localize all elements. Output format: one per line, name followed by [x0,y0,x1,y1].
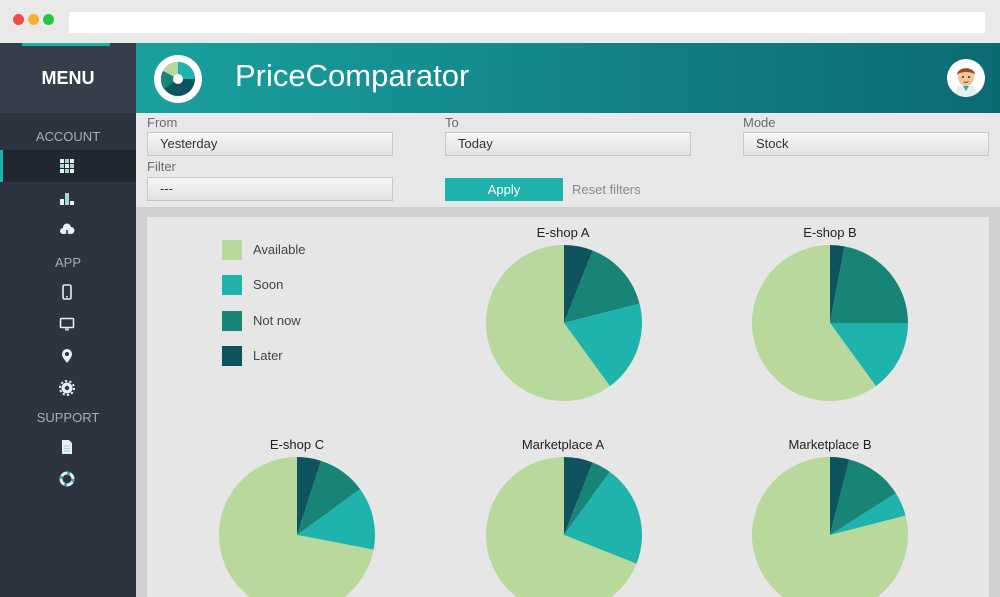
window-close-button[interactable] [13,14,24,25]
sidebar: MENU ACCOUNT APP [0,43,136,597]
sidebar-item-grid[interactable] [0,150,136,182]
pie-slice-soon [830,493,906,535]
menu-title: MENU [0,43,136,113]
pie-slice-available [752,457,908,597]
monitor-icon [59,317,75,331]
document-icon [62,440,72,454]
filter-label: Filter [147,159,176,174]
chart-title: E-shop B [803,225,857,240]
window-minimize-button[interactable] [28,14,39,25]
browser-chrome [0,0,1000,43]
gear-icon [59,380,75,396]
from-select[interactable]: Yesterday [147,132,393,156]
chart-title: Marketplace B [788,437,872,452]
pie-slice-soon [564,471,642,564]
address-bar[interactable] [69,12,985,33]
to-select[interactable]: Today [445,132,691,156]
mobile-icon [62,284,72,300]
section-title-support: SUPPORT [36,410,100,425]
section-title-account: ACCOUNT [35,129,101,144]
user-avatar-icon [956,68,976,97]
legend-label: Not now [253,313,301,328]
pie-slice-later [830,457,850,535]
pie-chart-eshop-c [219,457,375,597]
filters-bar: From Yesterday To Today Mode Stock Filte… [136,113,1000,207]
pie-chart-eshop-a [486,245,642,401]
pie-slice-available [486,245,610,401]
pie-chart-eshop-b [752,245,908,401]
app-title: PriceComparator [235,58,470,93]
pie-chart-marketplace-b [752,457,908,597]
sidebar-item-mobile[interactable] [0,276,136,308]
sidebar-item-cloud[interactable] [0,214,136,246]
cloud-icon [60,223,75,238]
pie-slice-not-now [297,460,361,535]
chart-title: E-shop C [269,437,325,452]
pie-chart-marketplace-a [486,457,642,597]
legend-swatch-available [222,240,242,260]
legend-label: Later [253,348,283,363]
app-logo [154,55,202,103]
apply-button[interactable]: Apply [445,178,563,201]
mode-label: Mode [743,115,776,130]
location-icon [62,349,72,363]
pie-slice-available [486,457,637,597]
sidebar-item-location[interactable] [0,340,136,372]
grid-icon [60,159,74,173]
sidebar-item-settings[interactable] [0,372,136,404]
pie-slice-not-now [830,246,908,323]
legend-label: Soon [253,277,284,292]
sidebar-item-docs[interactable] [0,431,136,463]
legend-swatch-not-now [222,311,242,331]
lifebuoy-icon [59,471,75,487]
pie-slice-later [830,245,845,323]
legend-swatch-later [222,346,242,366]
chart-title: E-shop A [536,225,590,240]
section-title-app: APP [54,255,81,270]
user-avatar[interactable] [947,59,985,97]
reset-filters-link[interactable]: Reset filters [572,182,641,197]
filter-select[interactable]: --- [147,177,393,201]
sidebar-item-stats[interactable] [0,182,136,214]
pie-slice-not-now [564,462,610,535]
legend-label: Available [253,242,306,257]
pie-slice-later [297,457,322,535]
pie-slice-available [752,245,876,401]
pie-slice-not-now [564,250,640,323]
to-label: To [445,115,459,130]
chart-title: Marketplace A [521,437,605,452]
mode-select[interactable]: Stock [743,132,989,156]
bar-chart-icon [60,193,74,205]
pie-slice-later [564,245,593,323]
pie-slice-soon [830,323,908,387]
from-label: From [147,115,178,130]
sidebar-accent-bar [22,43,110,46]
pie-slice-later [564,457,593,535]
window-maximize-button[interactable] [43,14,54,25]
app-header: PriceComparator [136,43,1000,113]
pie-slice-available [219,457,374,597]
legend-swatch-soon [222,275,242,295]
pie-slice-soon [564,303,642,387]
pie-slice-soon [297,489,375,550]
sidebar-item-help[interactable] [0,463,136,495]
sidebar-item-desktop[interactable] [0,308,136,340]
pie-slice-not-now [830,459,896,535]
